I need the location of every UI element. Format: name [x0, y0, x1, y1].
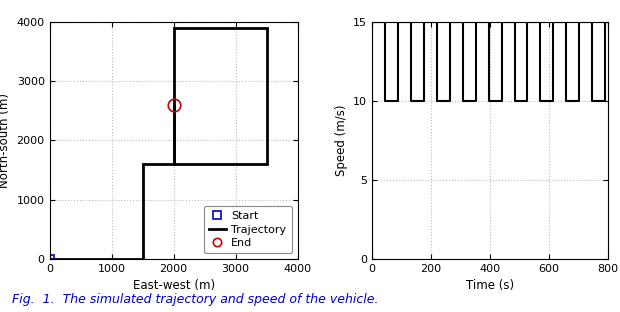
Y-axis label: North-south (m): North-south (m): [0, 93, 11, 188]
Y-axis label: Speed (m/s): Speed (m/s): [335, 105, 348, 176]
X-axis label: Time (s): Time (s): [466, 279, 514, 292]
X-axis label: East-west (m): East-west (m): [133, 279, 215, 292]
Legend: Start, Trajectory, End: Start, Trajectory, End: [203, 206, 292, 253]
Text: Fig.  1.  The simulated trajectory and speed of the vehicle.: Fig. 1. The simulated trajectory and spe…: [12, 293, 379, 306]
